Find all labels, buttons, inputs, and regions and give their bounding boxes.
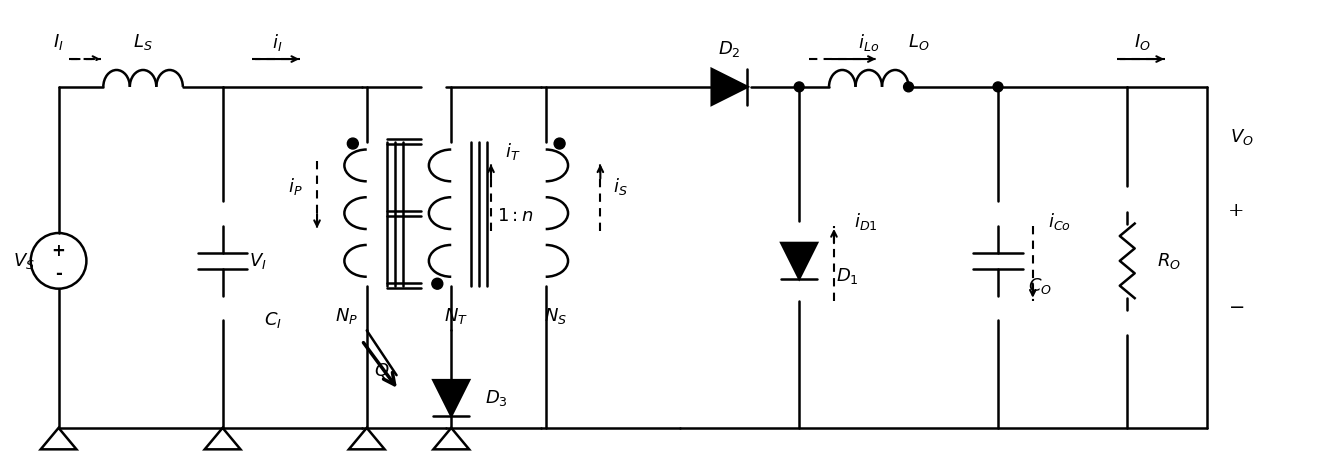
- Text: $V_O$: $V_O$: [1230, 127, 1254, 146]
- Text: $C_I$: $C_I$: [264, 310, 283, 331]
- Text: $N_P$: $N_P$: [336, 306, 358, 325]
- Text: $i_{Co}$: $i_{Co}$: [1048, 211, 1071, 232]
- Polygon shape: [433, 380, 469, 416]
- Text: +: +: [1229, 202, 1244, 220]
- Text: $i_P$: $i_P$: [288, 176, 303, 197]
- Text: $V_I$: $V_I$: [248, 251, 267, 271]
- Text: $i_I$: $i_I$: [272, 32, 283, 53]
- Text: $V_S$: $V_S$: [13, 251, 34, 271]
- Text: $D_2$: $D_2$: [719, 39, 741, 59]
- Text: $L_S$: $L_S$: [133, 32, 153, 52]
- Text: $L_O$: $L_O$: [908, 32, 929, 52]
- Text: $Q$: $Q$: [374, 361, 390, 380]
- Circle shape: [904, 82, 913, 92]
- Circle shape: [432, 278, 443, 289]
- Text: $I_O$: $I_O$: [1133, 32, 1151, 52]
- Text: -: -: [55, 265, 62, 283]
- Circle shape: [553, 138, 565, 149]
- Text: $-$: $-$: [1229, 297, 1244, 315]
- Text: $i_S$: $i_S$: [613, 176, 627, 197]
- Text: +: +: [52, 242, 66, 260]
- Circle shape: [794, 82, 804, 92]
- Text: $D_1$: $D_1$: [835, 266, 859, 286]
- Text: $I_I$: $I_I$: [53, 32, 63, 52]
- Circle shape: [993, 82, 1003, 92]
- Circle shape: [347, 138, 358, 149]
- Polygon shape: [781, 243, 818, 279]
- Text: $C_O$: $C_O$: [1028, 276, 1052, 296]
- Text: $N_S$: $N_S$: [544, 306, 567, 325]
- Text: $D_3$: $D_3$: [485, 388, 507, 408]
- Text: $N_T$: $N_T$: [444, 306, 468, 325]
- Text: $i_{Lo}$: $i_{Lo}$: [859, 32, 880, 53]
- Text: $1:n$: $1:n$: [498, 207, 534, 225]
- Polygon shape: [712, 69, 748, 105]
- Text: $i_T$: $i_T$: [505, 141, 520, 162]
- Text: $R_O$: $R_O$: [1157, 251, 1181, 271]
- Text: $i_{D1}$: $i_{D1}$: [853, 211, 877, 232]
